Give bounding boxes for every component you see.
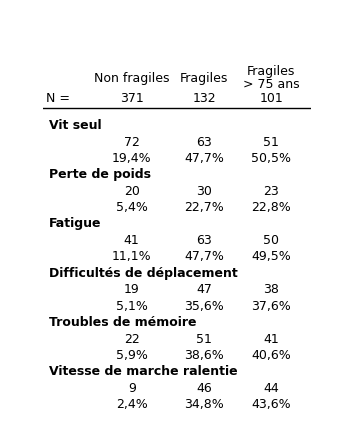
Text: 371: 371 <box>120 92 144 105</box>
Text: N =: N = <box>46 92 70 105</box>
Text: 22: 22 <box>124 333 140 346</box>
Text: 20: 20 <box>124 185 140 198</box>
Text: 47: 47 <box>196 283 212 296</box>
Text: 5,9%: 5,9% <box>116 349 148 362</box>
Text: 30: 30 <box>196 185 212 198</box>
Text: 2,4%: 2,4% <box>116 398 148 411</box>
Text: Fragiles: Fragiles <box>180 71 228 85</box>
Text: Vit seul: Vit seul <box>48 119 101 132</box>
Text: Troubles de mémoire: Troubles de mémoire <box>48 316 196 329</box>
Text: 23: 23 <box>263 185 279 198</box>
Text: 40,6%: 40,6% <box>251 349 291 362</box>
Text: 38,6%: 38,6% <box>184 349 224 362</box>
Text: 19,4%: 19,4% <box>112 152 152 165</box>
Text: 5,1%: 5,1% <box>116 299 148 313</box>
Text: 43,6%: 43,6% <box>251 398 291 411</box>
Text: 19: 19 <box>124 283 140 296</box>
Text: 132: 132 <box>192 92 216 105</box>
Text: Fragiles: Fragiles <box>247 65 295 78</box>
Text: 35,6%: 35,6% <box>184 299 224 313</box>
Text: Vitesse de marche ralentie: Vitesse de marche ralentie <box>48 365 237 378</box>
Text: 22,8%: 22,8% <box>251 201 291 214</box>
Text: 50,5%: 50,5% <box>251 152 291 165</box>
Text: 49,5%: 49,5% <box>251 250 291 263</box>
Text: 34,8%: 34,8% <box>184 398 224 411</box>
Text: 47,7%: 47,7% <box>184 152 224 165</box>
Text: 72: 72 <box>124 135 140 149</box>
Text: 46: 46 <box>196 382 212 395</box>
Text: 9: 9 <box>128 382 136 395</box>
Text: 44: 44 <box>263 382 279 395</box>
Text: 37,6%: 37,6% <box>251 299 291 313</box>
Text: 51: 51 <box>196 333 212 346</box>
Text: 63: 63 <box>196 234 212 247</box>
Text: 41: 41 <box>124 234 140 247</box>
Text: 41: 41 <box>263 333 279 346</box>
Text: > 75 ans: > 75 ans <box>243 78 300 91</box>
Text: 63: 63 <box>196 135 212 149</box>
Text: 51: 51 <box>263 135 279 149</box>
Text: Non fragiles: Non fragiles <box>94 71 170 85</box>
Text: Fatigue: Fatigue <box>48 217 101 230</box>
Text: 11,1%: 11,1% <box>112 250 152 263</box>
Text: Difficultés de déplacement: Difficultés de déplacement <box>48 266 237 280</box>
Text: 5,4%: 5,4% <box>116 201 148 214</box>
Text: 22,7%: 22,7% <box>184 201 224 214</box>
Text: Perte de poids: Perte de poids <box>48 168 151 181</box>
Text: 50: 50 <box>263 234 279 247</box>
Text: 47,7%: 47,7% <box>184 250 224 263</box>
Text: 38: 38 <box>263 283 279 296</box>
Text: 101: 101 <box>259 92 283 105</box>
